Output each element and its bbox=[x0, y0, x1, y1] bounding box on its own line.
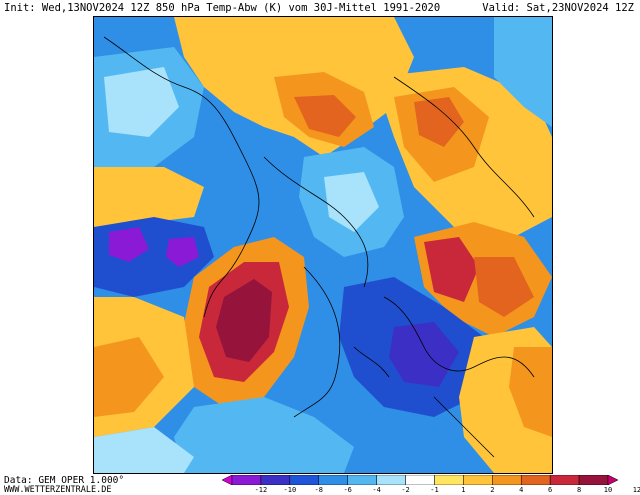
colorbar-tick-label: 10 bbox=[603, 486, 613, 494]
warm-region-north-dark bbox=[294, 95, 356, 137]
colorbar-segment bbox=[347, 475, 377, 485]
warm-region-south-orange bbox=[509, 347, 552, 437]
colorbar-segment bbox=[289, 475, 320, 485]
warm-plume-russia-dark bbox=[474, 257, 534, 317]
colorbar-segment bbox=[376, 475, 406, 485]
colorbar-tick-label: -6 bbox=[343, 486, 352, 494]
warm-region-siberia-dark bbox=[414, 97, 464, 147]
colorbar-tick-label: 4 bbox=[519, 486, 524, 494]
colorbar-tick-label: -1 bbox=[430, 486, 439, 494]
warm-plume-atlantic-maroon bbox=[216, 279, 272, 362]
colorbar-tick-label: 6 bbox=[548, 486, 553, 494]
cold-region-northwest-pale bbox=[104, 67, 179, 137]
colorbar-segment bbox=[260, 475, 291, 485]
coastlines bbox=[103, 36, 535, 458]
colorbar-tick-label: 1 bbox=[461, 486, 466, 494]
valid-time: Valid: Sat,23NOV2024 12Z bbox=[482, 2, 634, 14]
colorbar-segment bbox=[318, 475, 348, 485]
colorbar bbox=[222, 475, 618, 485]
cold-core-purple-2 bbox=[166, 237, 199, 267]
colorbar-segment bbox=[231, 475, 262, 485]
colorbar-tick-label: 12 bbox=[632, 486, 640, 494]
cold-core-purple-1 bbox=[109, 227, 149, 262]
colorbar-tick-label: -2 bbox=[401, 486, 410, 494]
colorbar-arrow-left bbox=[222, 475, 233, 485]
colorbar-tick-label: -12 bbox=[254, 486, 268, 494]
colorbar-tick-label: -8 bbox=[314, 486, 323, 494]
colorbar-segment bbox=[405, 475, 435, 485]
cold-region-arctic-pale bbox=[324, 172, 379, 232]
colorbar-tick-label: -10 bbox=[283, 486, 297, 494]
map-canvas bbox=[94, 17, 552, 473]
warm-band-west bbox=[94, 167, 204, 227]
cold-region-south-atlantic bbox=[174, 397, 354, 473]
colorbar-tick-label: -4 bbox=[372, 486, 381, 494]
warm-region-southwest-orange bbox=[94, 337, 164, 417]
colorbar-segment bbox=[434, 475, 464, 485]
colorbar-tick-label: 2 bbox=[490, 486, 495, 494]
header: Init: Wed,13NOV2024 12Z 850 hPa Temp-Abw… bbox=[0, 0, 640, 16]
cold-region-east bbox=[494, 17, 552, 127]
colorbar-segment bbox=[463, 475, 493, 485]
colorbar-segment bbox=[578, 475, 609, 485]
colorbar-segment bbox=[492, 475, 522, 485]
temperature-anomaly-map[interactable] bbox=[93, 16, 553, 474]
colorbar-segment bbox=[520, 475, 551, 485]
colorbar-segment bbox=[549, 475, 580, 485]
cold-region-south-pale bbox=[94, 427, 194, 473]
website: WWW.WETTERZENTRALE.DE bbox=[4, 485, 112, 495]
colorbar-arrow-right bbox=[607, 475, 618, 485]
data-source: Data: GEM OPER 1.000° bbox=[4, 475, 125, 486]
init-title: Init: Wed,13NOV2024 12Z 850 hPa Temp-Abw… bbox=[4, 2, 441, 14]
colorbar-tick-label: 8 bbox=[576, 486, 582, 494]
colorbar-ticks: -12 -10 -8 -6 -4 -2 -1 1 2 4 6 8 10 12 bbox=[222, 486, 640, 495]
warm-plume-russia-red bbox=[424, 237, 479, 302]
cold-core-europe bbox=[389, 322, 459, 387]
footer: Data: GEM OPER 1.000° WWW.WETTERZENTRALE… bbox=[0, 472, 640, 495]
